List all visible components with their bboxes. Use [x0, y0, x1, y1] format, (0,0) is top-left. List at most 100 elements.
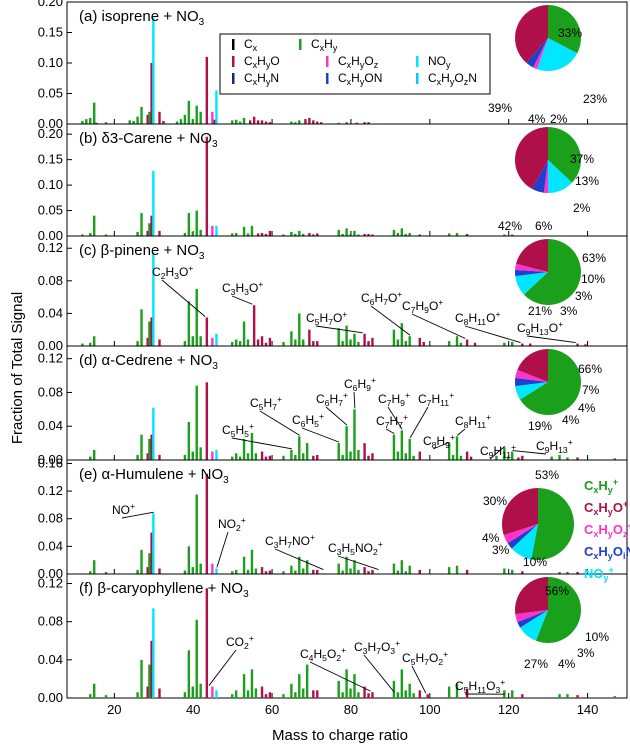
pie-percent-label: 4%: [562, 413, 580, 427]
side-legend-label: CxHy+: [584, 477, 618, 495]
bar-cxhy-mz13: [85, 119, 88, 124]
bar-cxhyo-mz59: [268, 122, 272, 124]
bar-cxhyo-mz84: [367, 455, 370, 460]
bar-cxhy-mz105: [447, 686, 451, 698]
bar-cxhy-mz63: [282, 571, 285, 574]
bar-cxhyo-mz56: [256, 233, 260, 236]
ion-leader-line: [489, 445, 506, 460]
bar-cxhy-mz38: [183, 341, 187, 346]
bar-cxhy-mz50: [231, 233, 234, 236]
pie-slice-cxhy: [520, 349, 582, 415]
bar-cxhy-mz38: [183, 454, 187, 460]
bar-cxhyoz-mz44: [211, 225, 214, 236]
bar-cxhy-mz107: [455, 232, 459, 236]
legend-swatch-cx: [232, 39, 235, 50]
bar-cxhy-mz40: [191, 567, 194, 574]
bar-cxhy-mz15: [93, 215, 96, 236]
pie-slice-cxhyo: [517, 349, 548, 382]
bar-cxhy-mz80: [349, 688, 352, 698]
bar-cxhy-mz67: [298, 556, 301, 574]
ion-leader-line: [121, 511, 154, 519]
pie-percent-label: 39%: [488, 101, 512, 115]
bar-cxhyo-mz84: [367, 693, 370, 698]
pie-percent-label: 66%: [578, 362, 602, 376]
bar-cxhyo-mz32: [162, 120, 165, 124]
bar-cxhy-mz68: [302, 233, 305, 236]
bar-cxhy-mz77: [337, 328, 340, 346]
pie-percent-label: 27%: [524, 657, 548, 671]
bar-cxhy-mz69: [305, 560, 309, 574]
y-tick-label: 0.08: [38, 614, 63, 629]
bar-cxhy-mz82: [357, 449, 360, 460]
legend-label: Cx: [244, 37, 258, 53]
bar-cxhy-mz56: [254, 453, 258, 460]
bar-cxhyo-mz55: [252, 116, 256, 124]
bar-cxhyo-mz83: [363, 333, 366, 346]
pie-percent-label: 2%: [550, 112, 568, 126]
y-tick-label: 0.10: [38, 55, 63, 70]
bar-cxhy-mz29: [148, 111, 151, 124]
bar-cxhyo-mz29: [150, 317, 153, 346]
y-tick-label: 0.08: [38, 511, 63, 526]
ion-label: C3H5NO2+: [328, 539, 383, 557]
y-tick-label: 0.20: [38, 126, 63, 141]
pie-percent-label: 3%: [492, 543, 510, 557]
y-tick-label: 0.04: [38, 305, 63, 320]
bar-cxhyo-mz31: [158, 339, 161, 346]
bar-cxhyo-mz31: [158, 111, 161, 124]
ion-label: C8H11+: [455, 412, 491, 430]
bar-cxhy-mz29: [148, 223, 151, 236]
bar-cxhyo-mz85: [371, 234, 374, 236]
panel-title: (f) β-caryophyllene + NO3: [79, 580, 249, 600]
bar-cxhy-mz56: [254, 688, 258, 698]
legend-swatch-cxhyoz: [326, 56, 329, 67]
bar-cxhy-mz41: [195, 288, 198, 346]
bar-cxhyo-mz123: [521, 455, 524, 460]
bar-cxhy-mz79: [345, 556, 348, 574]
bar-cxhyo-mz43: [205, 588, 209, 698]
bar-cxhy-mz77: [337, 443, 340, 460]
bar-cxhyo-mz28: [146, 114, 149, 124]
bar-cxhyo-mz59: [268, 692, 272, 698]
bar-cxhyo-mz57: [260, 232, 264, 236]
bar-cxhyo-mz84: [367, 341, 370, 346]
bar-cxhyo-mz137: [576, 571, 579, 574]
bar-cxhy-mz92: [396, 570, 400, 574]
bar-cxhy-mz67: [298, 674, 301, 698]
legend-box: Cx CxHy CxHyO CxHyOz NOy CxHyN CxHyON CxHyOzN: [219, 33, 491, 95]
bar-cxhy-mz67: [298, 313, 301, 346]
bar-cxhyo-mz85: [371, 692, 374, 698]
x-tick-label: 60: [265, 702, 279, 717]
bar-cxhyo-mz71: [316, 569, 319, 574]
ion-label: C3H3O+: [222, 279, 263, 297]
bar-cxhy-mz14: [89, 694, 92, 698]
bar-cxhyo-mz71: [316, 454, 319, 460]
panel-5: 0.00 0.04 0.08 0.12 0.16 (e) α-Humulene + NO3…: [38, 455, 628, 581]
bar-cxhy-mz94: [404, 571, 407, 574]
bar-cxhy-mz78: [341, 341, 344, 346]
bar-cxhy-mz131: [550, 456, 553, 460]
bar-cxhy-mz78: [341, 454, 344, 460]
legend-label: CxHyN: [244, 71, 279, 87]
bar-cxhy-mz26: [136, 231, 139, 236]
bar-cxhyoz-mz44: [211, 451, 214, 460]
legend-label: CxHyOz: [338, 54, 379, 70]
pie-chart: 63% 10% 3%3% 21%: [515, 239, 606, 318]
bar-cxhy-mz12: [81, 343, 84, 346]
bar-cxhyo-mz137: [576, 457, 579, 460]
legend-label: CxHyO: [244, 54, 280, 70]
bar-cxhyo-mz29: [150, 215, 153, 236]
pie-slice-noy: [520, 610, 548, 641]
bar-cxhyo-mz57: [260, 567, 264, 574]
bar-cxhy-mz135: [566, 694, 569, 698]
bar-cxhy-mz82: [357, 569, 360, 574]
bar-cxhy-mz69: [305, 443, 309, 460]
ion-leader-line: [274, 548, 324, 570]
bar-cxhy-mz40: [191, 336, 194, 346]
y-tick-label: 0.05: [38, 86, 63, 101]
bar-cxhy-mz53: [242, 226, 246, 236]
panel-1: 0.00 0.05 0.10 0.15 0.20 (a) isoprene + NO3 33…: [38, 0, 628, 131]
pie-slice-cxhyoz: [515, 610, 548, 623]
legend-label: NOy: [428, 54, 451, 70]
